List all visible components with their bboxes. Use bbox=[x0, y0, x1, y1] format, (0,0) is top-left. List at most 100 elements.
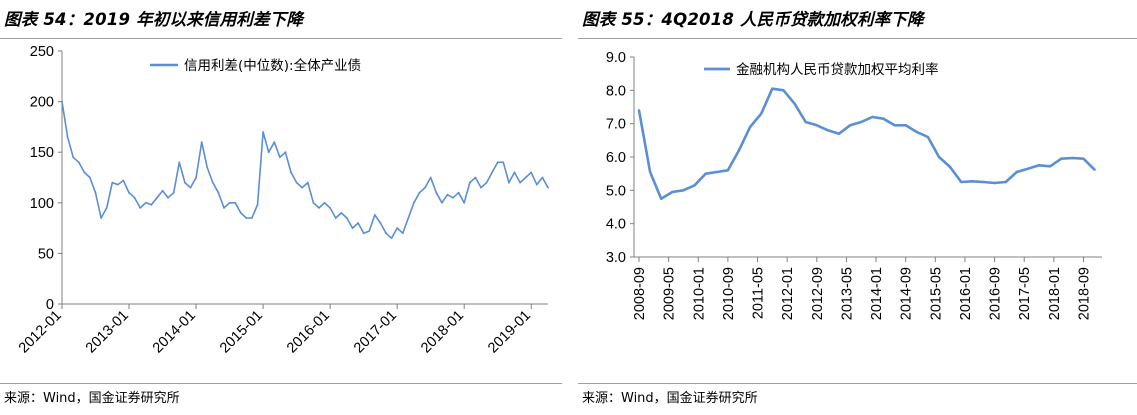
data-point bbox=[334, 217, 337, 219]
data-point bbox=[446, 193, 449, 196]
data-point bbox=[94, 191, 97, 194]
data-point bbox=[66, 136, 69, 138]
data-point bbox=[904, 124, 907, 127]
y-tick-label: 5.0 bbox=[606, 183, 626, 199]
data-point bbox=[396, 227, 399, 230]
data-point bbox=[290, 171, 292, 174]
data-point bbox=[217, 191, 220, 194]
data-point bbox=[771, 87, 774, 90]
data-point bbox=[390, 237, 393, 240]
y-tick-label: 7.0 bbox=[606, 117, 626, 133]
data-point bbox=[519, 181, 521, 184]
x-tick-label: 2014-01 bbox=[869, 267, 885, 320]
data-point bbox=[893, 124, 896, 127]
data-point bbox=[915, 130, 918, 134]
series-line bbox=[637, 87, 1096, 200]
data-point bbox=[726, 169, 730, 172]
source-note: 来源：Wind，国金证券研究所 bbox=[4, 391, 180, 406]
data-point bbox=[508, 181, 510, 184]
legend-label: 金融机构人民币贷款加权平均利率 bbox=[736, 61, 939, 78]
data-point bbox=[273, 141, 276, 143]
data-point bbox=[452, 196, 454, 199]
x-tick-label: 2019-01 bbox=[485, 308, 534, 357]
data-point bbox=[860, 120, 863, 124]
y-tick-label: 6.0 bbox=[606, 150, 626, 166]
data-point bbox=[468, 181, 471, 184]
data-point bbox=[1004, 180, 1007, 184]
data-point bbox=[1048, 165, 1052, 168]
data-point bbox=[407, 217, 410, 219]
data-point bbox=[351, 227, 354, 230]
data-point bbox=[637, 109, 641, 112]
data-point bbox=[346, 217, 348, 219]
x-tick-label: 2014-09 bbox=[899, 267, 915, 320]
data-point bbox=[948, 165, 952, 169]
data-point bbox=[111, 181, 114, 184]
x-tick-label: 2016-01 bbox=[958, 267, 974, 320]
chart-title: 图表 54：2019 年初以来信用利差下降 bbox=[4, 10, 304, 29]
data-point bbox=[502, 161, 505, 164]
data-point bbox=[760, 112, 763, 115]
data-point bbox=[318, 207, 320, 209]
data-point bbox=[1026, 167, 1030, 170]
data-point bbox=[245, 217, 248, 219]
data-point bbox=[323, 201, 326, 204]
data-point bbox=[122, 179, 125, 182]
x-tick-label: 2016-09 bbox=[988, 267, 1004, 320]
data-point bbox=[61, 100, 63, 103]
data-point bbox=[513, 171, 516, 174]
data-point bbox=[535, 183, 538, 186]
data-point bbox=[340, 212, 343, 214]
credit-spread-chart: 0 50 100 150 200 250 2012-01 2013-01 2014-01 2015… bbox=[16, 44, 549, 357]
data-point bbox=[178, 161, 181, 164]
y-tick-label: 200 bbox=[30, 95, 54, 111]
data-point bbox=[385, 232, 387, 235]
x-tick-label: 2011-05 bbox=[751, 267, 767, 319]
data-point bbox=[418, 191, 421, 194]
data-point bbox=[793, 102, 796, 105]
data-point bbox=[1093, 168, 1096, 171]
source-divider bbox=[0, 383, 562, 384]
y-tick-label: 4.0 bbox=[606, 217, 626, 233]
y-tick-label: 100 bbox=[30, 196, 54, 212]
data-point bbox=[295, 181, 298, 184]
data-point bbox=[200, 141, 203, 143]
source-note: 来源：Wind，国金证券研究所 bbox=[582, 391, 758, 406]
y-tick-label: 8.0 bbox=[606, 83, 626, 99]
x-tick-label: 2014-01 bbox=[150, 308, 199, 357]
data-point bbox=[926, 135, 930, 139]
data-point bbox=[826, 129, 830, 132]
data-point bbox=[782, 89, 785, 92]
x-tick-label: 2017-05 bbox=[1017, 267, 1033, 320]
data-point bbox=[413, 201, 415, 204]
data-point bbox=[424, 186, 426, 189]
data-point bbox=[1082, 157, 1085, 160]
x-tick-label: 2010-01 bbox=[691, 267, 707, 320]
data-point bbox=[704, 172, 707, 175]
data-point bbox=[982, 180, 985, 184]
data-point bbox=[960, 180, 963, 184]
data-point bbox=[284, 151, 287, 154]
data-point bbox=[133, 196, 136, 199]
data-point bbox=[368, 230, 371, 233]
x-tick-label: 2012-01 bbox=[780, 267, 796, 320]
data-point bbox=[211, 181, 214, 184]
data-point bbox=[993, 181, 996, 185]
legend-label: 信用利差(中位数):全体产业债 bbox=[184, 57, 361, 74]
y-tick-label: 50 bbox=[38, 246, 54, 262]
data-point bbox=[937, 155, 941, 159]
data-point bbox=[496, 161, 499, 164]
chart-panel-left: 图表 54：2019 年初以来信用利差下降 0 50 100 150 200 250 201… bbox=[0, 0, 562, 415]
data-point bbox=[329, 207, 331, 209]
data-point bbox=[144, 201, 147, 204]
x-tick-label: 2017-01 bbox=[351, 308, 400, 357]
data-point bbox=[1015, 170, 1018, 174]
data-point bbox=[100, 217, 102, 219]
x-tick-label: 2013-01 bbox=[83, 308, 132, 357]
data-point bbox=[804, 120, 807, 124]
data-point bbox=[748, 125, 752, 129]
data-point bbox=[401, 232, 404, 235]
data-point bbox=[139, 207, 142, 209]
data-point bbox=[671, 190, 674, 194]
data-point bbox=[189, 186, 192, 189]
